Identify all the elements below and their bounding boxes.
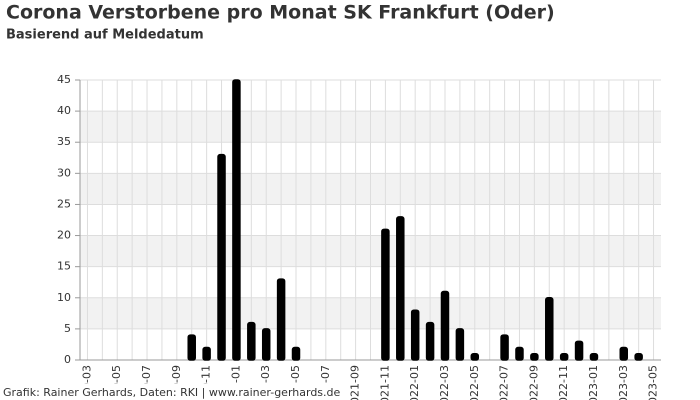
x-tick-label: 2022-09 xyxy=(527,365,540,400)
y-tick-label: 20 xyxy=(57,229,71,242)
bar xyxy=(455,328,465,361)
x-tick-label: 2022-07 xyxy=(498,365,511,400)
bar xyxy=(202,346,211,361)
bar xyxy=(589,353,599,361)
y-tick-label: 45 xyxy=(57,73,71,86)
y-tick-label: 0 xyxy=(64,353,71,366)
y-tick-label: 25 xyxy=(57,197,71,210)
chart-title: Corona Verstorbene pro Monat SK Frankfur… xyxy=(6,2,555,24)
x-tick-label: 2022-03 xyxy=(438,365,451,400)
y-tick-label: 35 xyxy=(57,135,71,148)
x-tick-label: 2023-05 xyxy=(647,365,660,400)
y-tick-label: 40 xyxy=(57,104,71,117)
y-tick-label: 5 xyxy=(64,322,71,335)
x-tick-label: 2023-03 xyxy=(617,365,630,400)
bar xyxy=(574,340,584,361)
bar xyxy=(261,328,271,361)
chart-subtitle: Basierend auf Meldedatum xyxy=(6,28,204,43)
bar xyxy=(440,290,450,361)
bar xyxy=(530,353,539,361)
x-tick-label: 2022-01 xyxy=(408,365,421,400)
footer: Grafik: Rainer Gerhards, Daten: RKI | ww… xyxy=(3,386,341,399)
bar xyxy=(187,334,196,361)
bar xyxy=(291,346,301,361)
bar xyxy=(470,353,480,361)
x-tick-label: 2022-11 xyxy=(557,365,570,400)
bar xyxy=(276,278,286,361)
bar xyxy=(247,321,256,361)
x-tick-label: 2022-05 xyxy=(468,365,481,400)
x-tick-label: 2021-11 xyxy=(378,365,391,400)
bar xyxy=(232,79,241,361)
y-tick-label: 10 xyxy=(57,291,71,304)
x-tick-label: 2023-01 xyxy=(587,365,600,400)
y-tick-label: 30 xyxy=(57,166,71,179)
bar xyxy=(410,309,420,361)
bar xyxy=(545,297,554,361)
bar xyxy=(634,353,643,361)
bar xyxy=(515,346,524,361)
bar xyxy=(559,353,569,361)
bar xyxy=(396,216,405,361)
bar xyxy=(217,153,226,361)
bar xyxy=(381,228,390,361)
bar xyxy=(425,321,435,361)
bar xyxy=(500,334,509,361)
footer-bg xyxy=(0,384,330,400)
x-tick-label: 2021-09 xyxy=(349,365,362,400)
bar xyxy=(619,346,629,361)
y-tick-label: 15 xyxy=(57,260,71,273)
